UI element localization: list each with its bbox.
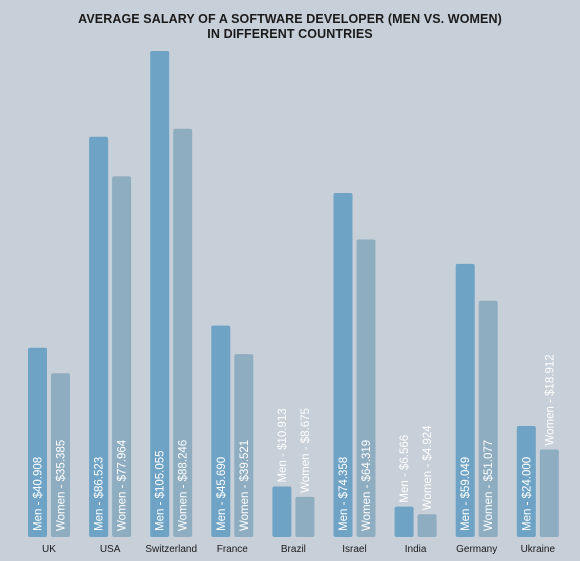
bar-women-brazil — [295, 496, 315, 537]
category-label: Switzerland — [145, 544, 197, 555]
bar-women-uk — [51, 373, 70, 537]
bar-value-label: Men - $74.358 — [338, 457, 350, 531]
bar-men-israel — [333, 193, 353, 538]
category-label: Ukraine — [521, 544, 556, 555]
bar-value-label: Men - $105.055 — [155, 450, 167, 531]
bar-women-germany — [478, 300, 498, 537]
bar-value-label: Women - $35.385 — [56, 440, 68, 531]
bar-value-label: Women - $4.924 — [422, 425, 434, 510]
category-label: Israel — [342, 544, 366, 555]
bar-men-ukraine — [516, 425, 536, 537]
bar-men-uk — [28, 347, 47, 537]
bar-women-france — [234, 354, 254, 537]
category-label: UK — [42, 544, 56, 555]
bar-men-france — [211, 325, 231, 537]
category-label: Germany — [456, 544, 497, 555]
bar-value-label: Women - $88.246 — [178, 440, 190, 531]
bar-value-label: Men - $45.690 — [216, 457, 228, 531]
bar-women-usa — [112, 176, 132, 538]
bar-value-label: Women - $77.964 — [117, 439, 129, 531]
category-label: France — [217, 544, 249, 555]
category-label: India — [405, 544, 427, 555]
category-label: Brazil — [281, 544, 306, 555]
bar-value-label: Men - $24.000 — [521, 457, 533, 531]
bar-women-israel — [356, 239, 376, 537]
bar-value-label: Men - $59.049 — [460, 457, 472, 531]
bar-value-label: Men - $6.566 — [399, 435, 411, 503]
bar-value-label: Men - $40.908 — [33, 457, 45, 531]
bar-value-label: Women - $64.319 — [361, 440, 373, 531]
chart-subtitle: IN DIFFERENT COUNTRIES — [207, 27, 373, 41]
chart-title: AVERAGE SALARY OF A SOFTWARE DEVELOPER (… — [78, 12, 502, 26]
bar-men-switzerland — [150, 51, 170, 537]
bar-men-india — [394, 506, 414, 537]
bar-men-brazil — [272, 486, 292, 537]
bar-women-switzerland — [173, 128, 193, 537]
bar-women-india — [417, 514, 437, 537]
bar-value-label: Women - $18.912 — [544, 354, 556, 445]
bar-value-label: Men - $10.913 — [277, 408, 289, 482]
bar-value-label: Women - $39.521 — [239, 440, 251, 531]
bar-men-germany — [455, 263, 475, 537]
bar-men-usa — [89, 136, 109, 537]
bar-value-label: Men - $86.523 — [94, 457, 106, 531]
bar-women-ukraine — [539, 449, 559, 537]
bar-value-label: Women - $51.077 — [483, 440, 495, 531]
bar-value-label: Women - $8.675 — [300, 408, 312, 493]
category-label: USA — [100, 544, 121, 555]
